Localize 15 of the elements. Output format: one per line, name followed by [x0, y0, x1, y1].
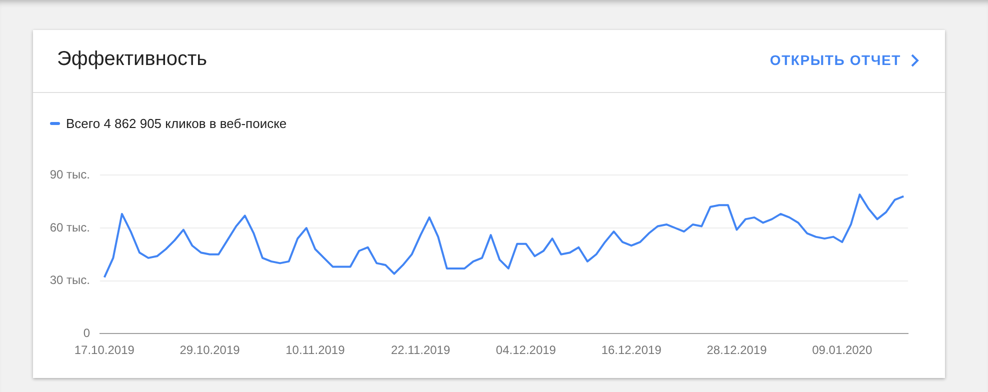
x-tick-label: 16.12.2019 [601, 343, 662, 358]
x-tick-label: 10.11.2019 [286, 343, 346, 358]
y-tick-label: 60 тыс. [50, 220, 90, 234]
x-tick-label: 28.12.2019 [706, 343, 768, 358]
legend-label: Всего 4 862 905 кликов в веб-поиске [66, 116, 287, 131]
x-tick-label: 22.11.2019 [390, 343, 450, 358]
y-tick-label: 90 тыс. [50, 168, 90, 182]
y-tick-label: 0 [83, 326, 90, 340]
x-tick-label: 29.10.2019 [180, 343, 240, 358]
x-tick-label: 17.10.2019 [74, 343, 135, 358]
y-tick-label: 30 тыс. [50, 273, 90, 288]
x-tick-label: 04.12.2019 [496, 343, 556, 358]
x-tick-label: 09.01.2020 [812, 343, 872, 358]
text: ОТКРЫТЬ ОТЧЕТ [770, 52, 901, 68]
chart-title: Эффективность [57, 48, 208, 71]
